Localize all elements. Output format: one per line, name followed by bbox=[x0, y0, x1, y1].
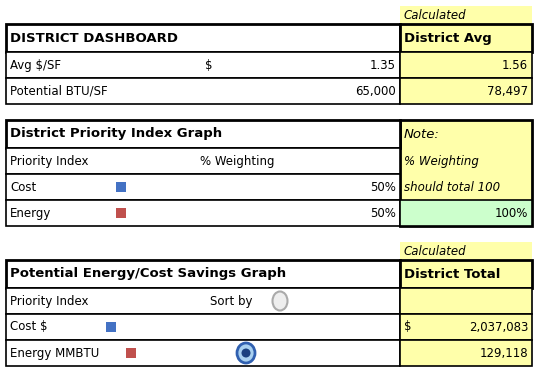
Bar bbox=[400, 78, 532, 104]
Text: 2,037,083: 2,037,083 bbox=[469, 321, 528, 334]
Text: $: $ bbox=[404, 321, 412, 334]
Text: 100%: 100% bbox=[494, 207, 528, 220]
Text: DISTRICT DASHBOARD: DISTRICT DASHBOARD bbox=[10, 31, 178, 45]
Bar bbox=[6, 174, 400, 200]
Ellipse shape bbox=[273, 292, 287, 310]
Text: Priority Index: Priority Index bbox=[10, 294, 88, 307]
Bar bbox=[400, 52, 532, 78]
Bar bbox=[6, 314, 400, 340]
Text: 1.35: 1.35 bbox=[370, 58, 396, 71]
Bar bbox=[116, 182, 126, 192]
Text: Note:: Note: bbox=[404, 127, 440, 140]
Bar bbox=[6, 78, 400, 104]
Text: District Avg: District Avg bbox=[404, 31, 492, 45]
Bar bbox=[106, 322, 116, 332]
Text: Energy: Energy bbox=[10, 207, 51, 220]
Bar bbox=[400, 260, 532, 288]
Text: $: $ bbox=[205, 58, 213, 71]
Bar bbox=[400, 242, 532, 260]
Bar bbox=[400, 120, 532, 226]
Bar bbox=[400, 314, 532, 340]
Bar bbox=[400, 200, 532, 226]
Ellipse shape bbox=[237, 343, 255, 363]
Text: Potential BTU/SF: Potential BTU/SF bbox=[10, 85, 108, 98]
Text: 78,497: 78,497 bbox=[487, 85, 528, 98]
Bar bbox=[6, 24, 400, 52]
Text: District Priority Index Graph: District Priority Index Graph bbox=[10, 127, 222, 140]
Text: Potential Energy/Cost Savings Graph: Potential Energy/Cost Savings Graph bbox=[10, 267, 286, 281]
Text: Priority Index: Priority Index bbox=[10, 154, 88, 167]
Bar bbox=[6, 52, 400, 78]
Text: % Weighting: % Weighting bbox=[404, 154, 479, 167]
Text: District Total: District Total bbox=[404, 267, 500, 281]
Bar bbox=[400, 24, 532, 52]
Text: Cost: Cost bbox=[10, 180, 36, 194]
Bar bbox=[400, 288, 532, 314]
Text: Avg $/SF: Avg $/SF bbox=[10, 58, 61, 71]
Bar bbox=[6, 260, 400, 288]
Bar bbox=[6, 120, 400, 148]
Bar bbox=[6, 200, 400, 226]
Text: Cost $: Cost $ bbox=[10, 321, 47, 334]
Bar bbox=[126, 348, 136, 358]
Bar bbox=[6, 148, 400, 174]
Bar bbox=[400, 6, 532, 24]
Text: 65,000: 65,000 bbox=[355, 85, 396, 98]
Text: 50%: 50% bbox=[370, 180, 396, 194]
Text: 129,118: 129,118 bbox=[479, 347, 528, 359]
Text: Energy MMBTU: Energy MMBTU bbox=[10, 347, 99, 359]
Text: should total 100: should total 100 bbox=[404, 180, 500, 194]
Bar bbox=[116, 208, 126, 218]
Text: 1.56: 1.56 bbox=[502, 58, 528, 71]
Text: Calculated: Calculated bbox=[404, 9, 466, 22]
Text: Sort by: Sort by bbox=[210, 294, 252, 307]
Text: % Weighting: % Weighting bbox=[200, 154, 274, 167]
Text: Calculated: Calculated bbox=[404, 245, 466, 258]
Bar bbox=[400, 340, 532, 366]
Bar bbox=[6, 288, 400, 314]
Circle shape bbox=[242, 348, 251, 358]
Text: 50%: 50% bbox=[370, 207, 396, 220]
Bar bbox=[6, 340, 400, 366]
